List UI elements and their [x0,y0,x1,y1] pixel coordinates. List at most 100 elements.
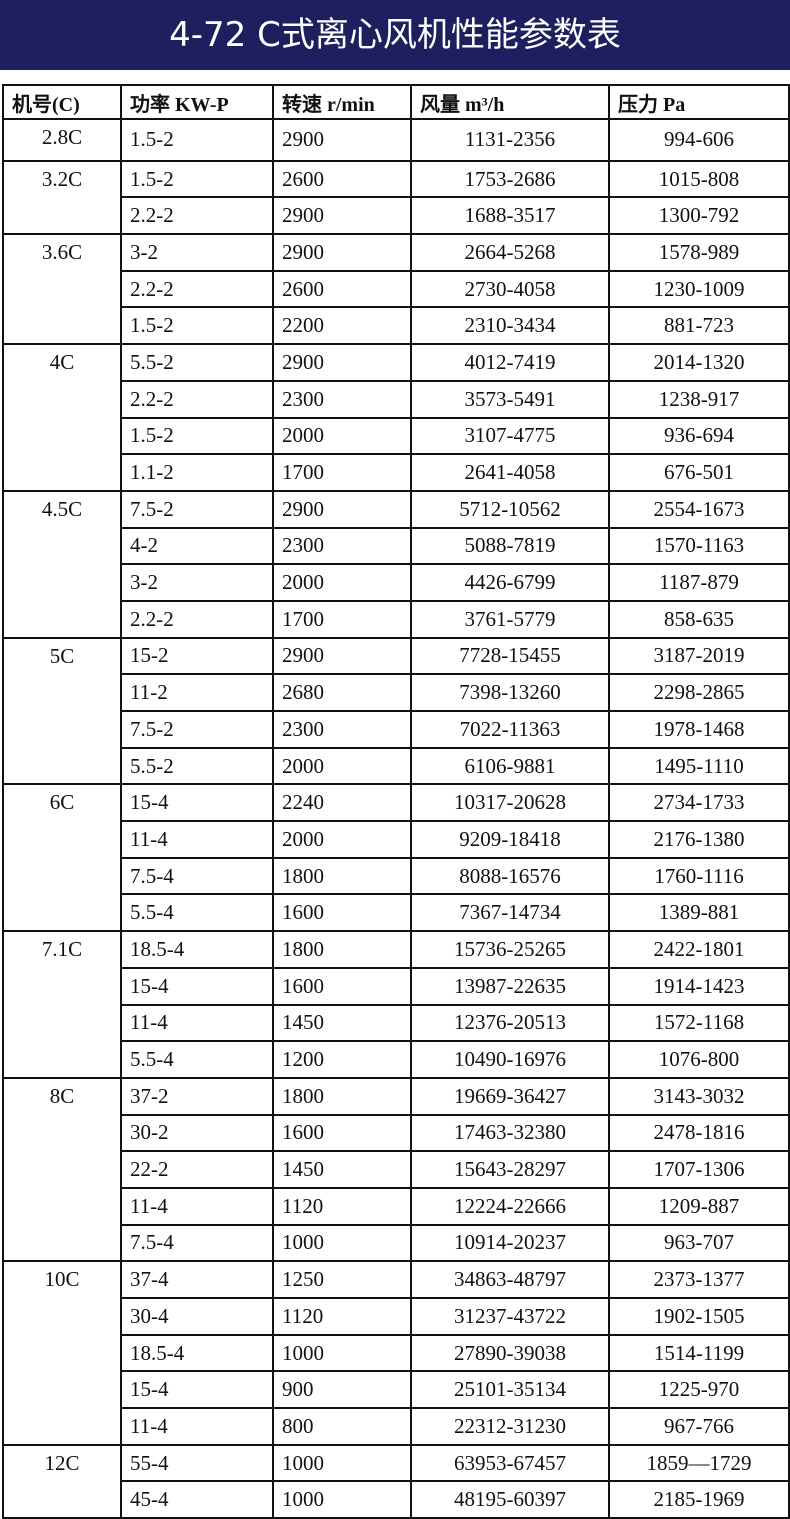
header-row: 机号(C) 功率 KW-P 转速 r/min 风量 m³/h 压力 Pa [2,84,790,120]
power-cell: 45-4 [120,1480,274,1519]
power-cell: 30-4 [120,1297,274,1336]
table-row: 3-2 2000 4426-6799 1187-879 [3,563,790,602]
table-row: 2.2-2 1700 3761-5779 858-635 [3,599,790,639]
table-row: 11-4 1120 12224-22666 1209-887 [3,1186,790,1226]
airflow-cell: 6106-9881 [410,746,610,786]
table-row: 11-4 2000 9209-18418 2176-1380 [3,820,790,859]
speed-cell: 2200 [272,306,412,346]
model-cell: 3.2C [2,159,122,236]
model-cell: 4.5C [2,489,122,639]
speed-cell: 1600 [272,893,412,933]
pressure-cell: 1578-989 [608,233,790,272]
pressure-cell: 2298-2865 [608,673,790,712]
power-cell: 4-2 [120,526,274,566]
model-cell: 12C [2,1443,122,1519]
speed-cell: 900 [272,1370,412,1410]
airflow-cell: 1753-2686 [410,159,610,199]
speed-cell: 1200 [272,1040,412,1079]
power-cell: 55-4 [120,1443,274,1483]
header-cell: 转速 r/min [272,84,412,120]
speed-cell: 2900 [272,636,412,676]
pressure-cell: 1389-881 [608,893,790,933]
power-cell: 7.5-4 [120,1223,274,1263]
speed-cell: 1000 [272,1223,412,1263]
pressure-cell: 1859—1729 [608,1443,790,1483]
model-cell: 3.6C [2,233,122,346]
pressure-cell: 1760-1116 [608,856,790,896]
power-cell: 5.5-4 [120,893,274,933]
speed-cell: 1450 [272,1003,412,1043]
table-row: 1.5-2 2000 3107-4775 936-694 [3,416,790,456]
table-row: 2.2-2 2900 1688-3517 1300-792 [3,196,790,236]
power-cell: 5.5-2 [120,746,274,786]
table-row: 1.1-2 1700 2641-4058 676-501 [3,453,790,492]
pressure-cell: 3143-3032 [608,1076,790,1116]
table-row: 5C 15-2 2900 7728-15455 3187-2019 [2,636,790,786]
table-row: 10C 37-4 1250 34863-48797 2373-1377 [2,1260,790,1446]
speed-cell: 1000 [272,1333,412,1373]
power-cell: 15-2 [120,636,274,676]
pressure-cell: 1225-970 [608,1370,790,1410]
pressure-cell: 2176-1380 [608,820,790,859]
table-row: 4-2 2300 5088-7819 1570-1163 [3,526,790,566]
power-cell: 5.5-4 [120,1040,274,1079]
pressure-cell: 1187-879 [608,563,790,602]
table-row: 11-4 800 22312-31230 967-766 [3,1407,790,1446]
table-row: 7.1C 18.5-4 1800 15736-25265 2422-1801 [2,930,790,1079]
speed-cell: 1250 [272,1260,412,1299]
pressure-cell: 2422-1801 [608,930,790,969]
table-row: 6C 15-4 2240 10317-20628 2734-1733 [2,783,790,933]
pressure-cell: 2014-1320 [608,343,790,382]
airflow-cell: 13987-22635 [410,966,610,1006]
speed-cell: 2900 [272,233,412,272]
header-cell: 压力 Pa [608,84,790,120]
pressure-cell: 2373-1377 [608,1260,790,1299]
speed-cell: 2000 [272,746,412,786]
power-cell: 11-4 [120,1407,274,1446]
model-cell: 2.8C [2,118,122,162]
speed-cell: 1450 [272,1150,412,1189]
speed-cell: 2240 [272,783,412,823]
model-cell: 6C [2,783,122,933]
power-cell: 1.5-2 [120,118,274,162]
table-row: 7.5-2 2300 7022-11363 1978-1468 [3,710,790,749]
pressure-cell: 1230-1009 [608,269,790,309]
pressure-cell: 936-694 [608,416,790,456]
table-head: 机号(C) 功率 KW-P 转速 r/min 风量 m³/h 压力 Pa [2,84,790,120]
power-cell: 7.5-2 [120,710,274,749]
power-cell: 1.5-2 [120,306,274,346]
speed-cell: 2300 [272,526,412,566]
power-cell: 1.1-2 [120,453,274,492]
speed-cell: 1700 [272,453,412,492]
pressure-cell: 676-501 [608,453,790,492]
airflow-cell: 48195-60397 [410,1480,610,1519]
speed-cell: 1600 [272,966,412,1006]
speed-cell: 2600 [272,269,412,309]
airflow-cell: 5088-7819 [410,526,610,566]
airflow-cell: 2641-4058 [410,453,610,492]
table-row: 7.5-4 1000 10914-20237 963-707 [3,1223,790,1263]
spec-table: 机号(C) 功率 KW-P 转速 r/min 风量 m³/h 压力 Pa 2.8C 1.5… [2,84,790,1519]
speed-cell: 1120 [272,1186,412,1226]
speed-cell: 2900 [272,118,412,162]
model-cell: 5C [2,636,122,786]
speed-cell: 800 [272,1407,412,1446]
pressure-cell: 1572-1168 [608,1003,790,1043]
table-row: 8C 37-2 1800 19669-36427 3143-3032 [2,1076,790,1263]
power-cell: 2.2-2 [120,379,274,419]
speed-cell: 2300 [272,710,412,749]
speed-cell: 1700 [272,599,412,639]
pressure-cell: 2478-1816 [608,1113,790,1153]
power-cell: 30-2 [120,1113,274,1153]
speed-cell: 2900 [272,196,412,236]
header-cell: 风量 m³/h [410,84,610,120]
power-cell: 7.5-2 [120,489,274,529]
pressure-cell: 1902-1505 [608,1297,790,1336]
table-row: 2.8C 1.5-2 2900 1131-2356 994-606 [2,118,790,162]
pressure-cell: 858-635 [608,599,790,639]
pressure-cell: 1978-1468 [608,710,790,749]
power-cell: 18.5-4 [120,930,274,969]
table-row: 4C 5.5-2 2900 4012-7419 2014-1320 [2,343,790,492]
power-cell: 15-4 [120,783,274,823]
